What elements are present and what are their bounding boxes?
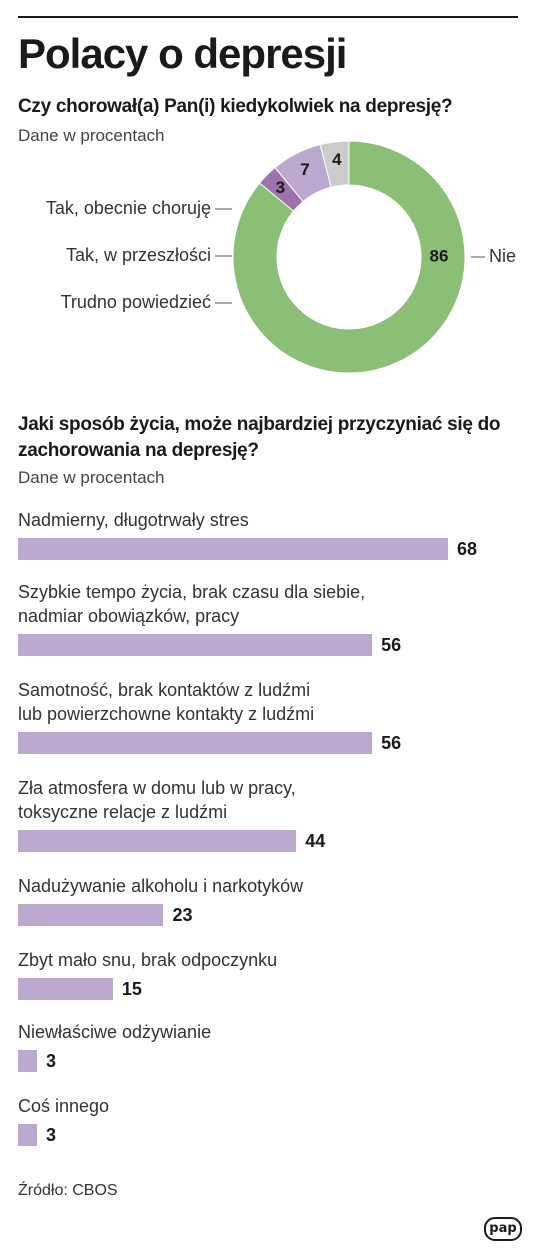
bar-item-3: Zła atmosfera w domu lub w pracy, toksycz…	[18, 776, 518, 852]
bar	[18, 830, 297, 852]
bar-label: Coś innego	[18, 1096, 110, 1116]
bar-value: 15	[121, 979, 142, 999]
bar-label: lub powierzchowne kontakty z ludźmi	[18, 704, 315, 724]
donut-value-3: 4	[332, 150, 342, 169]
page-title: Polacy o depresji	[18, 30, 347, 77]
top-rule	[18, 16, 518, 18]
bar-label: Niewłaściwe odżywianie	[18, 1022, 212, 1042]
bar-item-0: Nadmierny, długotrwały stres 68	[18, 508, 518, 560]
pap-logo: pap	[484, 1217, 522, 1241]
bar-row: 68	[18, 538, 518, 560]
bar-label: Zła atmosfera w domu lub w pracy,	[18, 778, 296, 798]
donut-value-2: 7	[300, 160, 309, 179]
bar-label: toksyczne relacje z ludźmi	[18, 802, 228, 822]
bar-item-4: Nadużywanie alkoholu i narkotyków 23	[18, 874, 518, 926]
bar-label: Nadużywanie alkoholu i narkotyków	[18, 876, 304, 896]
bar-value: 23	[172, 905, 193, 925]
bar-question: Jaki sposób życia, może najbardziej przy…	[18, 414, 501, 461]
bar-row: 56	[18, 634, 518, 656]
bar-item-2: Samotność, brak kontaktów z ludźmi lub po…	[18, 678, 518, 754]
bar-item-7: Coś innego 3	[18, 1094, 518, 1146]
donut-value-0: 86	[430, 246, 449, 265]
bar	[18, 634, 373, 656]
bar	[18, 1124, 37, 1146]
donut-question: Czy chorował(a) Pan(i) kiedykolwiek na d…	[18, 96, 453, 117]
bar	[18, 904, 164, 926]
bar-label: Samotność, brak kontaktów z ludźmi	[18, 680, 311, 700]
donut-label-1: Tak, obecnie choruję	[46, 198, 211, 218]
bar-value: 3	[45, 1125, 56, 1145]
bar	[18, 732, 373, 754]
bar-row: 23	[18, 904, 518, 926]
source-note: Źródło: CBOS	[18, 1182, 118, 1199]
bar-label: Zbyt mało snu, brak odpoczynku	[18, 950, 278, 970]
bar-value: 56	[381, 733, 402, 753]
donut-chart: 86 Nie 3 Tak, obecnie choruję 7 Tak, w przesz…	[46, 140, 516, 374]
bar-unit-note: Dane w procentach	[18, 468, 165, 487]
bar-item-1: Szybkie tempo życia, brak czasu dla sieb…	[18, 580, 518, 656]
bar-item-5: Zbyt mało snu, brak odpoczynku 15	[18, 948, 518, 1000]
donut-value-1: 3	[276, 178, 285, 197]
donut-slice-3	[319, 140, 350, 188]
bar-item-6: Niewłaściwe odżywianie 3	[18, 1020, 518, 1072]
bar-label: Nadmierny, długotrwały stres	[18, 510, 249, 530]
bar-value: 68	[457, 539, 478, 559]
donut-label-0: Nie	[489, 246, 516, 266]
bar-label: Szybkie tempo życia, brak czasu dla sieb…	[18, 582, 366, 602]
bar	[18, 978, 113, 1000]
bar-value: 56	[381, 635, 402, 655]
donut-unit-note: Dane w procentach	[18, 126, 165, 145]
donut-label-2: Tak, w przeszłości	[66, 245, 211, 265]
bar	[18, 538, 448, 560]
bar-row: 3	[18, 1050, 518, 1072]
donut-label-3: Trudno powiedzieć	[61, 292, 211, 312]
bar-value: 3	[45, 1051, 56, 1071]
bar-value: 44	[305, 831, 326, 851]
donut-slice-0	[232, 140, 466, 374]
bar	[18, 1050, 37, 1072]
bar-row: 3	[18, 1124, 518, 1146]
bar-label: nadmiar obowiązków, pracy	[18, 606, 240, 626]
bar-row: 56	[18, 732, 518, 754]
bar-row: 44	[18, 830, 518, 852]
bar-row: 15	[18, 978, 518, 1000]
